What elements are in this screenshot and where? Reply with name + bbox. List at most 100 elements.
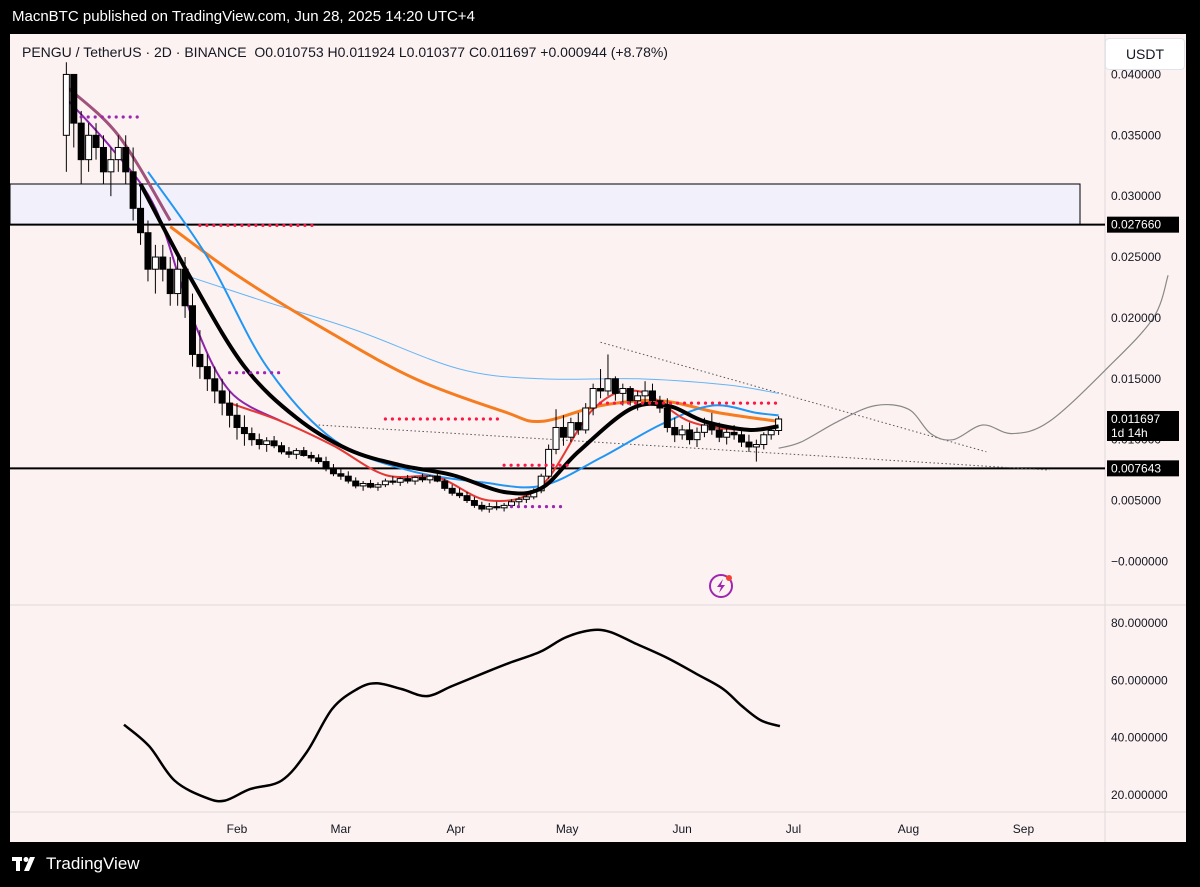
purple-dot <box>256 371 259 374</box>
candle <box>553 409 559 454</box>
candle-body <box>175 269 181 293</box>
red-dot <box>531 464 534 467</box>
red-dot <box>559 464 562 467</box>
tradingview-logo[interactable]: TradingView <box>12 854 140 874</box>
purple-dot <box>531 505 534 508</box>
red-dot <box>433 417 436 420</box>
candle-body <box>449 488 455 493</box>
candle-body <box>642 391 648 396</box>
candle-body <box>761 435 767 445</box>
red-dot <box>662 402 665 405</box>
oscillator-tick-label: 20.000000 <box>1111 788 1168 802</box>
candle <box>753 440 759 462</box>
candle <box>746 435 752 452</box>
red-dot <box>718 402 721 405</box>
time-tick-label: Jun <box>672 822 691 836</box>
candle-body <box>716 430 722 437</box>
purple-dot <box>87 115 90 118</box>
candle-body <box>368 483 374 487</box>
candle-body <box>138 208 144 232</box>
candle <box>583 403 589 433</box>
candle <box>598 369 604 398</box>
candle-body <box>279 446 285 452</box>
red-dot <box>419 417 422 420</box>
chart-svg[interactable]: 0.0400000.0350000.0300000.0250000.020000… <box>10 34 1186 842</box>
price-tick-label: 0.015000 <box>1111 372 1161 386</box>
candle <box>739 430 745 447</box>
published-header: MacnBTC published on TradingView.com, Ju… <box>0 0 1200 34</box>
purple-dot <box>94 115 97 118</box>
time-tick-label: Jul <box>786 822 801 836</box>
candle-body <box>167 269 173 293</box>
candle <box>427 475 433 484</box>
candle <box>605 354 611 395</box>
red-dot <box>503 464 506 467</box>
red-dot <box>296 224 299 227</box>
candle-body <box>649 391 655 401</box>
time-tick-label: Mar <box>331 822 352 836</box>
oscillator-tick-label: 80.000000 <box>1111 616 1168 630</box>
red-dot <box>606 402 609 405</box>
candle-body <box>405 479 411 481</box>
candle-body <box>464 496 470 501</box>
red-dot <box>538 464 541 467</box>
oscillator-line <box>124 630 780 801</box>
candle-body <box>471 501 477 506</box>
candle <box>145 221 151 282</box>
candle-body <box>672 427 678 434</box>
candle-body <box>687 430 693 440</box>
red-dot <box>739 402 742 405</box>
candle-body <box>382 481 388 485</box>
time-tick-label: Feb <box>227 822 248 836</box>
candle-body <box>434 476 440 481</box>
price-tick-label: 0.005000 <box>1111 494 1161 508</box>
candle <box>323 457 329 472</box>
candle-body <box>486 507 492 509</box>
purple-dot <box>510 505 513 508</box>
purple-dot <box>129 115 132 118</box>
candle-body <box>768 430 774 434</box>
candle <box>761 432 767 449</box>
candle <box>115 135 121 172</box>
chart-frame[interactable]: 0.0400000.0350000.0300000.0250000.020000… <box>10 34 1186 842</box>
red-dot <box>275 224 278 227</box>
candle-body <box>494 507 500 508</box>
red-dot <box>753 402 756 405</box>
price-tick-label: −0.000000 <box>1111 554 1168 568</box>
red-dot <box>634 402 637 405</box>
symbol-name[interactable]: PENGU / TetherUS · 2D · BINANCE <box>22 44 247 60</box>
price-tick-label: 0.030000 <box>1111 189 1161 203</box>
candle <box>360 481 366 491</box>
candle <box>679 425 685 440</box>
candle-body <box>739 435 745 442</box>
candle <box>412 476 418 485</box>
candle-body <box>553 427 559 449</box>
red-dot <box>510 464 513 467</box>
candle-body <box>620 389 626 394</box>
tradingview-brand: TradingView <box>46 854 140 874</box>
red-dot <box>226 224 229 227</box>
oscillator-tick-label: 60.000000 <box>1111 673 1168 687</box>
red-dot <box>254 224 257 227</box>
candle <box>279 442 285 454</box>
candle-body <box>397 479 403 483</box>
candle <box>434 474 440 483</box>
candle <box>382 479 388 488</box>
candle-body <box>746 442 752 447</box>
red-dot <box>669 402 672 405</box>
currency-button[interactable]: USDT <box>1105 38 1185 70</box>
candle <box>375 482 381 491</box>
candle-body <box>664 408 670 427</box>
candle <box>560 415 566 445</box>
candle <box>197 330 203 379</box>
purple-dot <box>545 505 548 508</box>
red-dot <box>289 224 292 227</box>
purple-dot <box>270 371 273 374</box>
candle-body <box>152 257 158 269</box>
candle-body <box>701 425 707 432</box>
red-dot <box>683 402 686 405</box>
candle-body <box>145 233 151 270</box>
red-dot <box>517 464 520 467</box>
red-dot <box>697 402 700 405</box>
red-dot <box>613 402 616 405</box>
